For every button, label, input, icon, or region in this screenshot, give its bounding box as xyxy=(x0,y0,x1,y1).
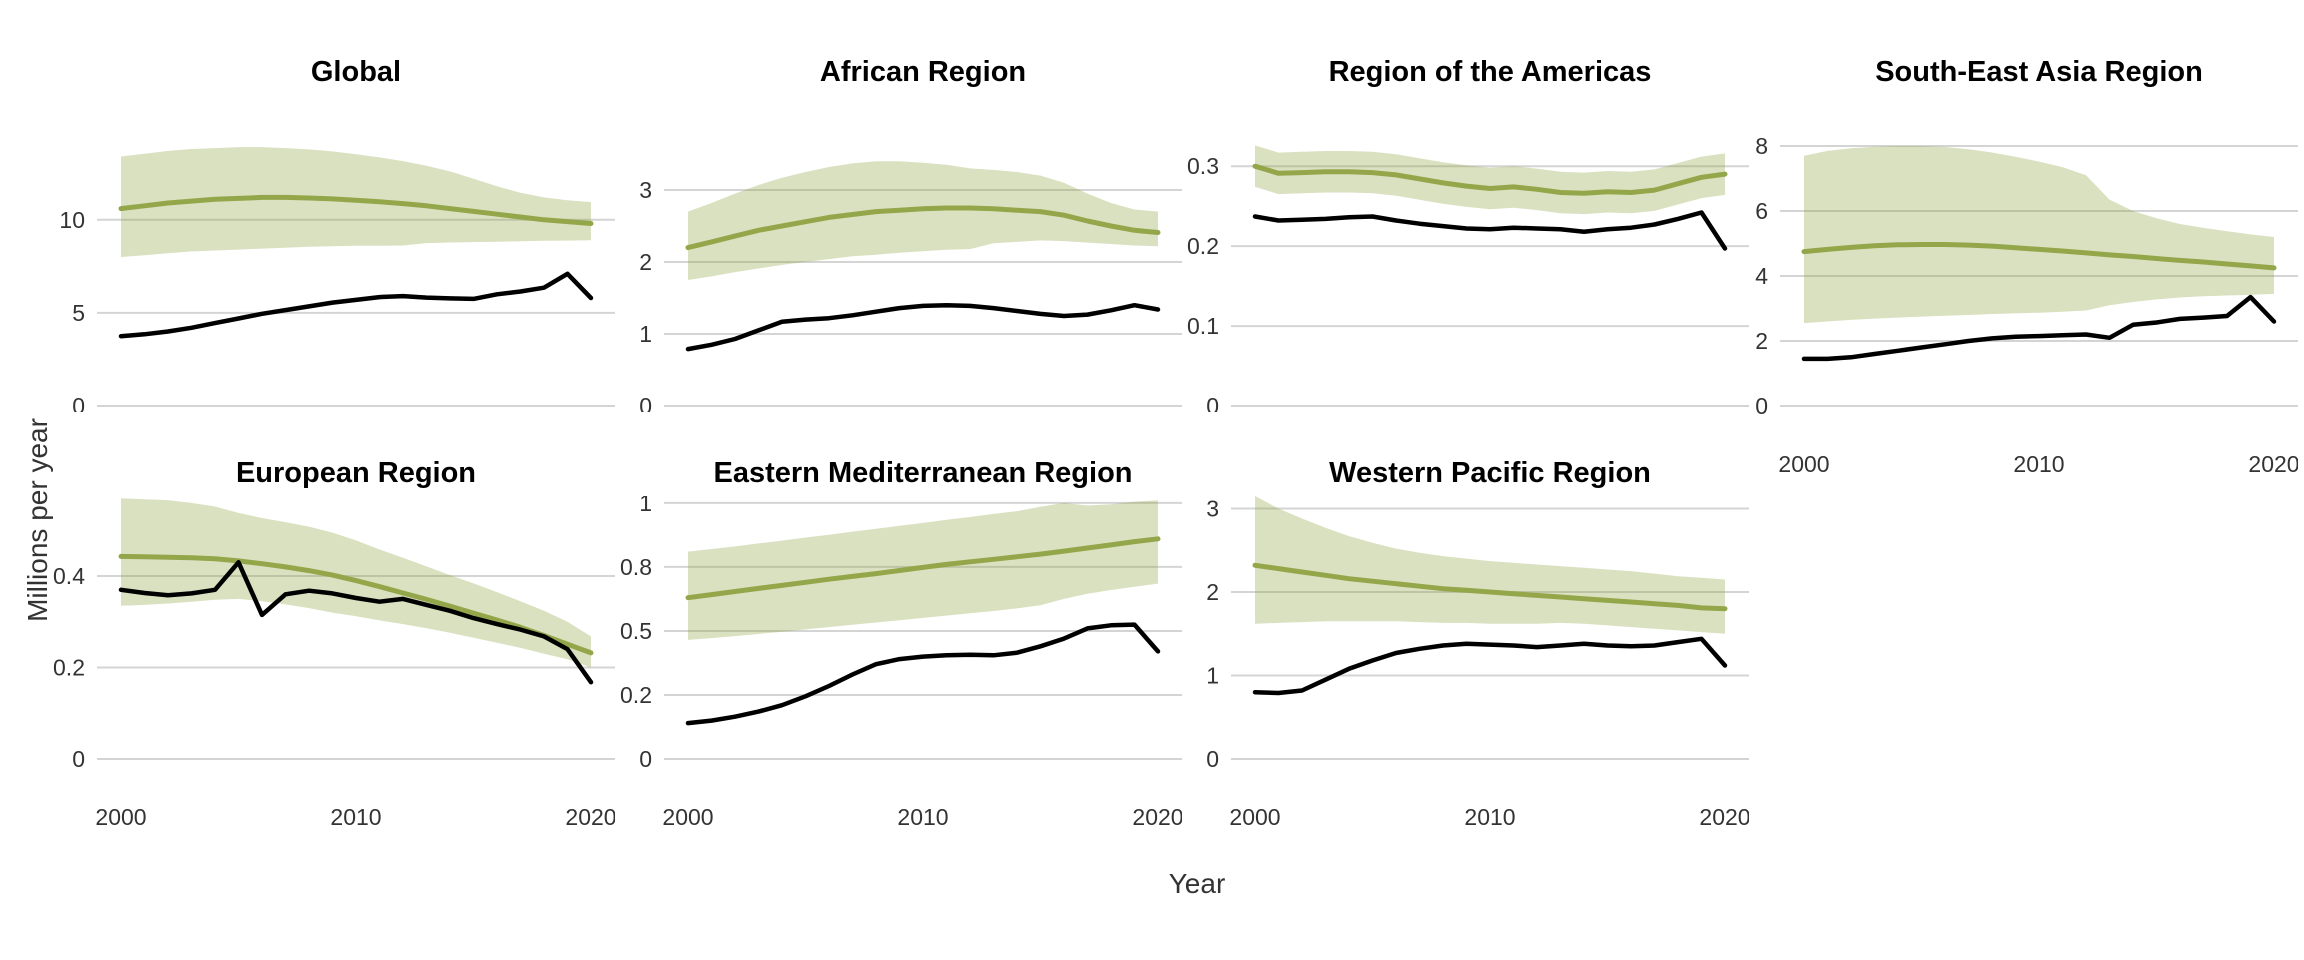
y-tick-label: 0 xyxy=(1206,746,1219,772)
y-tick-label: 0.2 xyxy=(53,655,85,681)
panel-region-of-the-americas: Region of the Americas 0 0.1 0.2 0.3 xyxy=(1141,49,1749,412)
x-tick-label: 2000 xyxy=(95,804,146,830)
y-tick-label: 0 xyxy=(1755,393,1768,419)
estimate-line xyxy=(685,536,1161,601)
confidence-ribbon xyxy=(1804,146,2274,324)
y-tick-label: 5 xyxy=(72,300,85,326)
panel-european-region: European Region 0 0.2 0.4 2000 2010 2020 xyxy=(7,450,615,843)
x-tick-label: 2010 xyxy=(1464,804,1515,830)
panel-chart-african-region: 0 1 2 3 xyxy=(639,161,1182,412)
x-tick-label: 2010 xyxy=(2013,451,2064,477)
panel-title: South-East Asia Region xyxy=(1875,55,2203,88)
y-tick-label: 8 xyxy=(1755,133,1768,159)
y-tick-label: 2 xyxy=(1755,328,1768,354)
x-tick-label: 2000 xyxy=(662,804,713,830)
x-tick-label: 2020 xyxy=(1132,804,1182,830)
panel-western-pacific-region: Western Pacific Region 0 1 2 3 2000 2010 2020 xyxy=(1141,450,1749,843)
y-tick-label: 0 xyxy=(1206,393,1219,412)
confidence-ribbon xyxy=(1255,496,1725,634)
panel-chart-eastern-mediterranean-region: 0 0.2 0.5 0.8 1 2000 2010 2020 xyxy=(620,496,1182,830)
y-tick-label: 3 xyxy=(639,177,652,203)
panel-south-east-asia-region: South-East Asia Region 0 2 4 6 8 2000 2010 2020 xyxy=(1690,49,2298,490)
y-tick-label: 2 xyxy=(1206,579,1219,605)
y-tick-label: 1 xyxy=(1206,663,1219,689)
reported-line xyxy=(685,622,1161,726)
y-tick-label: 0.1 xyxy=(1187,313,1219,339)
panel-chart-european-region: 0 0.2 0.4 2000 2010 2020 xyxy=(53,498,615,830)
y-tick-label: 0 xyxy=(72,393,85,412)
estimate-line xyxy=(1801,242,2277,271)
panel-title: Region of the Americas xyxy=(1328,55,1652,88)
reported-line xyxy=(118,271,594,339)
y-tick-label: 0 xyxy=(72,746,85,772)
y-tick-label: 1 xyxy=(639,321,652,347)
y-tick-label: 0.3 xyxy=(1187,153,1219,179)
x-tick-label: 2020 xyxy=(565,804,615,830)
y-tick-label: 0.5 xyxy=(620,618,652,644)
reported-line xyxy=(685,302,1161,352)
panel-title: Global xyxy=(310,55,402,88)
estimate-line xyxy=(118,194,594,226)
x-tick-label: 2010 xyxy=(330,804,381,830)
panel-chart-global: 0 5 10 xyxy=(59,147,615,412)
x-tick-label: 2000 xyxy=(1778,451,1829,477)
reported-line xyxy=(1801,294,2277,362)
panel-title: African Region xyxy=(819,55,1027,88)
x-tick-label: 2020 xyxy=(1699,804,1749,830)
reported-line xyxy=(1252,636,1728,696)
y-tick-label: 0.2 xyxy=(620,682,652,708)
panel-chart-south-east-asia-region: 0 2 4 6 8 2000 2010 2020 xyxy=(1755,133,2298,477)
x-tick-label: 2020 xyxy=(2248,451,2298,477)
y-tick-label: 4 xyxy=(1755,263,1768,289)
y-tick-label: 0 xyxy=(639,393,652,412)
y-tick-label: 10 xyxy=(59,207,85,233)
confidence-ribbon xyxy=(688,500,1158,640)
panel-title: Western Pacific Region xyxy=(1329,456,1651,489)
y-tick-label: 0.2 xyxy=(1187,233,1219,259)
confidence-ribbon xyxy=(1255,145,1725,215)
y-tick-label: 2 xyxy=(639,249,652,275)
panel-eastern-mediterranean-region: Eastern Mediterranean Region 0 0.2 0.5 0.8 1… xyxy=(574,450,1182,843)
y-tick-label: 3 xyxy=(1206,496,1219,522)
y-tick-label: 1 xyxy=(639,496,652,516)
panel-african-region: African Region 0 1 2 3 xyxy=(574,49,1182,412)
y-tick-label: 0.4 xyxy=(53,563,85,589)
panel-title: European Region xyxy=(235,456,477,489)
reported-line xyxy=(118,560,594,685)
x-axis-title: Year xyxy=(1168,868,1226,899)
x-tick-label: 2000 xyxy=(1229,804,1280,830)
panel-chart-region-of-the-americas: 0 0.1 0.2 0.3 xyxy=(1187,145,1749,412)
panel-chart-western-pacific-region: 0 1 2 3 2000 2010 2020 xyxy=(1206,496,1749,830)
reported-line xyxy=(1252,210,1728,251)
panel-title: Eastern Mediterranean Region xyxy=(713,456,1133,489)
panel-global: Global 0 5 10 xyxy=(7,49,615,412)
y-tick-label: 6 xyxy=(1755,198,1768,224)
confidence-ribbon xyxy=(688,161,1158,280)
y-tick-label: 0 xyxy=(639,746,652,772)
y-tick-label: 0.8 xyxy=(620,554,652,580)
estimate-line xyxy=(1252,562,1728,612)
estimate-line xyxy=(685,205,1161,251)
x-tick-label: 2010 xyxy=(897,804,948,830)
estimate-line xyxy=(118,553,594,656)
estimate-line xyxy=(1252,163,1728,196)
